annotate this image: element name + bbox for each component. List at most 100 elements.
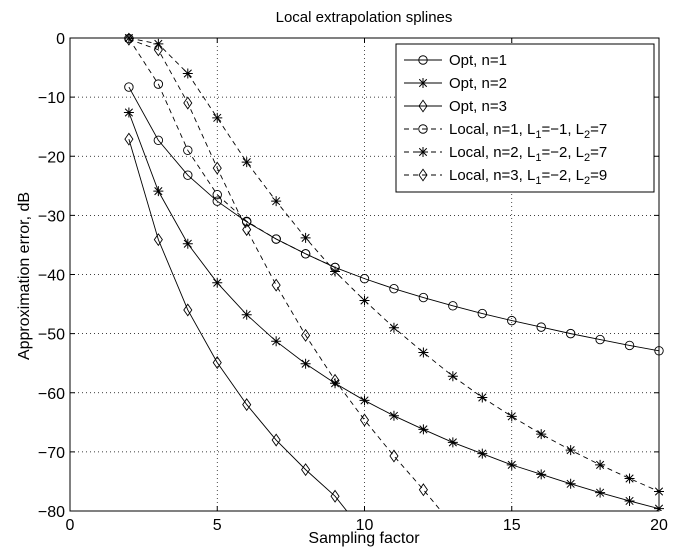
diamond-marker: [242, 398, 252, 412]
star-marker: [506, 411, 517, 422]
star-marker: [330, 378, 341, 389]
star-marker: [241, 157, 252, 168]
star-marker: [418, 424, 429, 435]
star-marker: [388, 410, 399, 421]
star-marker: [123, 107, 134, 118]
legend: Opt, n=1 Opt, n=2 Opt, n=3 Local, n=1, L1=−…: [395, 43, 655, 193]
circle-marker: [359, 273, 370, 284]
star-marker: [300, 358, 311, 369]
diamond-marker: [124, 32, 134, 46]
series-line: [128, 86, 660, 352]
legend-label: Local, n=2, L1=−2, L2=7: [449, 144, 607, 164]
x-tick-label: 5: [213, 517, 222, 534]
x-tick-label: 10: [356, 517, 374, 534]
legend-entry: Opt, n=3: [404, 98, 507, 115]
diamond-marker: [301, 328, 311, 342]
series-2: [123, 107, 664, 511]
star-marker: [536, 469, 547, 480]
star-marker: [536, 429, 547, 440]
y-tick-label: −60: [38, 386, 65, 403]
legend-label: Opt, n=1: [449, 52, 507, 69]
diamond-marker: [271, 278, 281, 292]
star-marker: [447, 371, 458, 382]
series-line: [128, 138, 348, 511]
y-tick-label: −20: [38, 149, 65, 166]
x-axis-label: Sampling factor: [308, 530, 420, 547]
diamond-marker: [212, 356, 222, 370]
diamond-marker: [124, 132, 134, 146]
star-marker: [418, 78, 428, 88]
x-tick-label: 0: [66, 517, 75, 534]
plot-frame: [69, 37, 660, 512]
star-marker: [359, 395, 370, 406]
y-tick-label: −50: [38, 327, 65, 344]
y-tick-label: −40: [38, 268, 65, 285]
circle-marker: [153, 79, 164, 89]
y-tick-label: −70: [38, 445, 65, 462]
diamond-marker: [418, 483, 428, 497]
circle-marker: [448, 301, 458, 311]
diamond-marker: [301, 463, 311, 477]
circle-marker: [124, 82, 134, 92]
circle-marker: [212, 189, 222, 200]
diamond-marker: [359, 413, 370, 427]
series-6: [124, 32, 442, 511]
diamond-marker: [271, 433, 281, 447]
star-marker: [182, 238, 193, 249]
star-marker: [595, 459, 606, 470]
circle-marker: [241, 216, 252, 226]
star-marker: [388, 322, 399, 333]
star-marker: [241, 309, 252, 320]
star-marker: [565, 478, 576, 489]
legend-label: Local, n=1, L1=−1, L2=7: [449, 121, 607, 141]
circle-marker: [536, 322, 546, 332]
circle-marker: [477, 308, 487, 319]
star-marker: [300, 232, 311, 243]
diamond-marker: [389, 449, 399, 463]
diamond-marker: [212, 161, 222, 175]
circle-marker: [624, 340, 635, 351]
legend-label: Local, n=3, L1=−2, L2=9: [449, 167, 607, 187]
star-marker: [330, 266, 341, 277]
circle-marker: [389, 283, 399, 294]
legend-entry: Opt, n=2: [404, 75, 507, 92]
legend-entry: Local, n=1, L1=−1, L2=7: [404, 121, 607, 141]
star-marker: [506, 459, 517, 470]
y-tick-label: −30: [38, 208, 65, 225]
legend-entry: Opt, n=1: [404, 52, 507, 69]
star-marker: [477, 448, 488, 459]
star-marker: [212, 277, 223, 288]
circle-marker: [418, 55, 428, 65]
star-marker: [565, 445, 576, 456]
circle-marker: [300, 249, 311, 259]
star-marker: [624, 495, 635, 506]
legend-label: Opt, n=2: [449, 75, 507, 92]
series-3: [124, 132, 348, 511]
star-marker: [182, 68, 193, 79]
star-marker: [418, 147, 428, 157]
legend-entry: Local, n=3, L1=−2, L2=9: [404, 167, 607, 187]
circle-marker: [153, 135, 164, 145]
legend-label: Opt, n=3: [449, 98, 507, 115]
y-tick-label: 0: [56, 31, 65, 48]
diamond-marker: [418, 99, 428, 113]
series-line: [128, 38, 442, 511]
star-marker: [212, 112, 223, 123]
diamond-marker: [418, 168, 428, 182]
circle-marker: [271, 234, 281, 244]
star-marker: [624, 473, 635, 484]
x-tick-label: 20: [650, 517, 668, 534]
diamond-marker: [183, 303, 193, 317]
axis-ticks: 0 5 10 15 20 0 −10 −20 −30 −40 −50 −60 −70 −80: [38, 31, 668, 534]
y-tick-label: −80: [38, 504, 65, 521]
circle-marker: [418, 292, 429, 303]
diamond-marker: [242, 223, 252, 237]
series-line: [128, 38, 336, 268]
diamond-marker: [330, 373, 340, 387]
circle-marker: [183, 170, 193, 180]
star-marker: [447, 437, 458, 448]
star-marker: [271, 336, 282, 347]
y-tick-label: −10: [38, 90, 65, 107]
legend-entry: Local, n=2, L1=−2, L2=7: [404, 144, 607, 164]
